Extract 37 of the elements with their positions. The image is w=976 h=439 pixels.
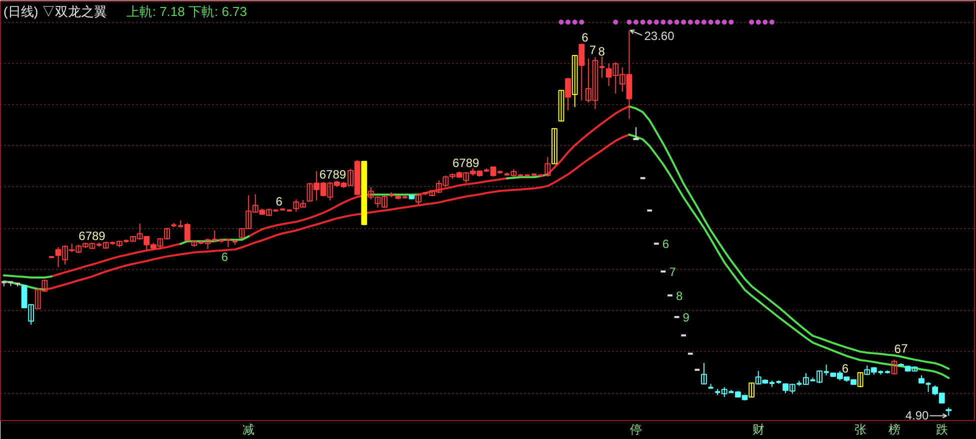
- x-tick-label: 减: [242, 422, 255, 436]
- annotation: 6789: [319, 167, 346, 182]
- annotation: 6: [894, 342, 902, 356]
- chart-title: (日线) ▽双龙之翼: [4, 4, 107, 19]
- candlestick: [572, 54, 578, 108]
- candlestick: [748, 382, 755, 398]
- candlestick: [565, 77, 571, 111]
- x-tick-label: 榜: [888, 422, 900, 436]
- candlestick: [857, 372, 864, 388]
- x-tick-label: 跌: [936, 422, 948, 436]
- annotation: 7: [669, 264, 676, 279]
- annotation: 6: [842, 362, 849, 376]
- candlestick: [891, 359, 898, 376]
- x-tick-label: 停: [630, 422, 642, 436]
- annotation: 7: [589, 42, 596, 57]
- annotation: 8: [676, 288, 683, 303]
- candlestick: [416, 194, 422, 206]
- x-tick-label: 财: [752, 422, 764, 436]
- annotation: 6789: [78, 229, 106, 244]
- annotation: 6: [582, 30, 589, 44]
- candlestick: [633, 126, 639, 140]
- annotation: 6: [662, 237, 670, 252]
- candlestick: [552, 128, 558, 164]
- chart-subtitle: 上軌: 7.18 下軌: 6.73: [126, 4, 248, 19]
- annotation: 8: [598, 44, 606, 59]
- candlestick: [924, 382, 932, 393]
- candlestick: [558, 90, 564, 122]
- annotation: 7: [901, 342, 908, 356]
- candlestick: [578, 43, 585, 101]
- annotation: 4.90: [905, 408, 929, 422]
- annotation: 6789: [452, 156, 480, 170]
- annotation: 6: [276, 194, 283, 209]
- candlestick: [701, 362, 707, 384]
- x-tick-label: 张: [854, 422, 866, 436]
- annotation: 9: [682, 310, 690, 325]
- annotation: 6: [221, 250, 228, 264]
- annotation: 23.60: [644, 28, 675, 43]
